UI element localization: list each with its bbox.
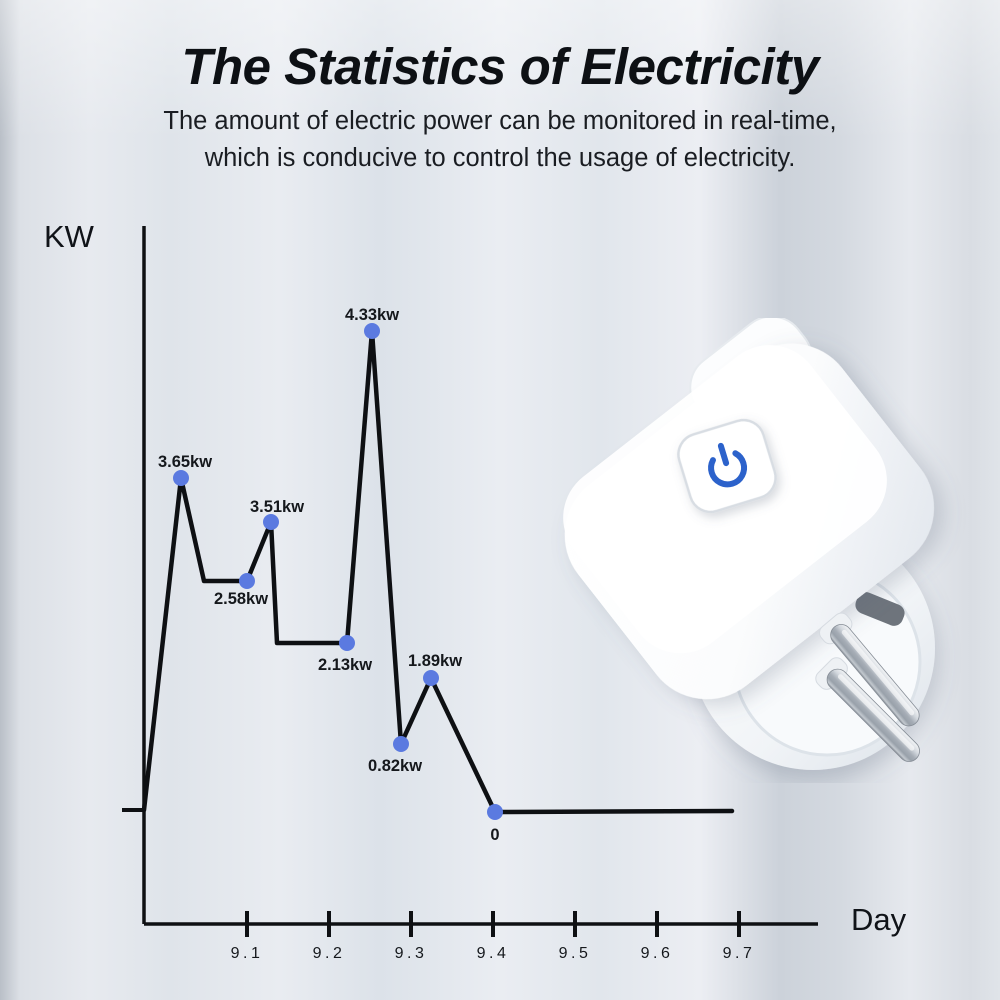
x-axis-tick-label: 9.5 xyxy=(559,945,592,962)
smart-plug-image xyxy=(545,315,985,783)
plug-pins xyxy=(815,612,920,762)
header: The Statistics of Electricity The amount… xyxy=(0,0,1000,177)
x-axis-tick-label: 9.2 xyxy=(313,945,346,962)
data-point xyxy=(339,635,355,651)
data-point xyxy=(393,736,409,752)
data-point-label: 0 xyxy=(490,826,499,844)
plug-power-button xyxy=(677,418,777,514)
plug-ground-slot xyxy=(855,592,905,626)
data-point xyxy=(263,514,279,530)
data-point-label: 0.82kw xyxy=(368,757,422,775)
plug-pin-upper xyxy=(830,624,920,727)
data-point-label: 2.58kw xyxy=(214,590,268,608)
x-axis-tick-label: 9.3 xyxy=(395,945,428,962)
data-point xyxy=(239,573,255,589)
plug-pin-lower xyxy=(826,668,920,762)
subtitle-line-1: The amount of electric power can be moni… xyxy=(163,107,837,136)
x-axis-tick-label: 9.1 xyxy=(231,945,264,962)
data-point-label: 3.51kw xyxy=(250,498,304,516)
power-icon xyxy=(708,442,748,488)
x-axis-tick-label: 9.4 xyxy=(477,945,510,962)
data-point xyxy=(423,670,439,686)
subtitle-line-2: which is conducive to control the usage … xyxy=(204,144,796,173)
data-point xyxy=(173,470,189,486)
page-title: The Statistics of Electricity xyxy=(181,38,819,95)
data-point-label: 1.89kw xyxy=(408,652,462,670)
data-point-label: 3.65kw xyxy=(158,453,212,471)
data-point-label: 2.13kw xyxy=(318,656,372,674)
data-point xyxy=(487,804,503,820)
x-axis-label: Day xyxy=(851,902,907,937)
x-axis-tick-label: 9.7 xyxy=(723,945,756,962)
y-axis-label: KW xyxy=(44,219,94,254)
data-point-label: 4.33kw xyxy=(345,306,399,324)
x-axis-tick-label: 9.6 xyxy=(641,945,674,962)
data-point xyxy=(364,323,380,339)
